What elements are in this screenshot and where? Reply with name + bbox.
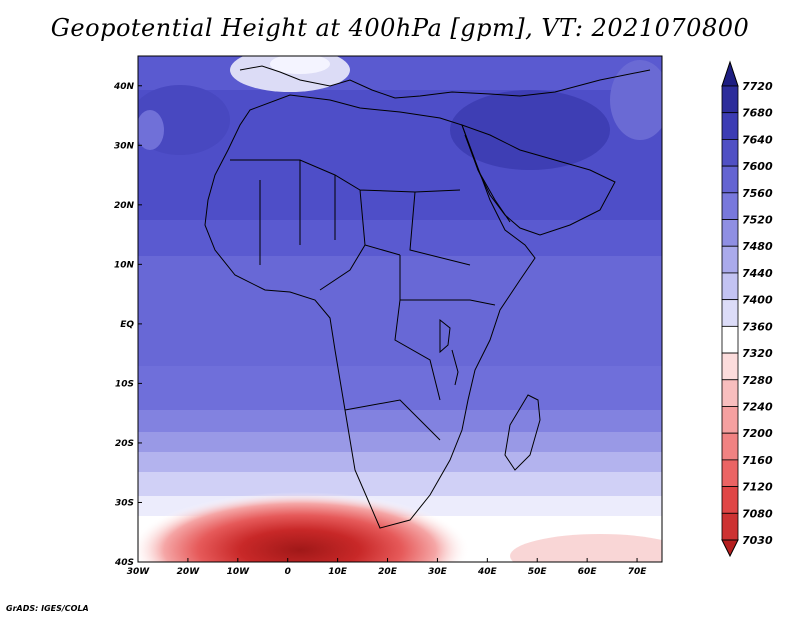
colorbar-segment	[721, 85, 739, 114]
lon-tick-label: 10E	[328, 567, 348, 577]
lon-tick-label: 50E	[528, 567, 548, 577]
colorbar-segment	[721, 112, 739, 140]
grads-credit: GrADS: IGES/COLA	[6, 604, 89, 613]
colorbar-label: 7320	[742, 347, 773, 360]
colorbar-segment	[721, 379, 739, 407]
colorbar-label: 7360	[742, 320, 773, 333]
lat-tick-label: 30N	[114, 141, 135, 151]
lat-tick-label: EQ	[120, 320, 134, 330]
colorbar-label: 7280	[742, 374, 773, 387]
colorbar-segment	[721, 512, 739, 541]
colorbar-label: 7640	[742, 133, 773, 146]
colorbar-label: 7680	[742, 107, 773, 120]
lon-tick-label: 60E	[578, 567, 598, 577]
lat-tick-label: 40S	[114, 558, 134, 568]
colorbar-segment	[721, 486, 739, 514]
colorbar-label: 7030	[742, 534, 773, 547]
europe-coastline	[239, 65, 651, 99]
colorbar-label: 7400	[742, 294, 773, 307]
axis-ticks: 30W 20W 10W 0 10E 20E 30E 40E 50E 60E 70E 40N 30N 20N…	[113, 82, 647, 577]
coastlines	[204, 65, 651, 529]
lat-tick-label: 30S	[115, 498, 134, 508]
lat-tick-label: 20N	[114, 201, 135, 211]
colorbar-segment	[721, 219, 739, 247]
colorbar-label: 7440	[742, 267, 773, 280]
lon-tick-label: 30E	[428, 567, 448, 577]
lon-tick-label: 20W	[177, 567, 201, 577]
colorbar-label: 7080	[742, 507, 773, 520]
colorbar-label: 7720	[742, 80, 773, 93]
colorbar-segment	[721, 459, 739, 487]
colorbar-label: 7600	[742, 160, 773, 173]
lat-tick-label: 20S	[115, 439, 134, 449]
colorbar-label: 7120	[742, 481, 773, 494]
height-field	[138, 56, 662, 562]
red-sea	[464, 134, 511, 223]
colorbar-label: 7240	[742, 400, 773, 413]
border-lines	[230, 159, 496, 441]
colorbar-segment	[721, 352, 739, 381]
lon-tick-label: 0	[285, 567, 291, 577]
lon-tick-label: 70E	[628, 567, 648, 577]
colorbar-segment	[721, 192, 739, 220]
colorbar-label: 7160	[742, 454, 773, 467]
lon-tick-label: 20E	[378, 567, 398, 577]
lat-tick-label: 40N	[113, 82, 135, 92]
colorbar-segment	[721, 245, 739, 274]
lat-tick-label: 10N	[114, 260, 135, 270]
lon-tick-label: 10W	[227, 567, 251, 577]
colorbar-min-triangle	[721, 539, 739, 558]
arabia-coastline	[461, 124, 616, 236]
colorbar-segment	[721, 299, 739, 327]
colorbar-segment	[721, 165, 739, 194]
lat-tick-label: 10S	[115, 379, 134, 389]
colorbar-segment	[721, 139, 739, 167]
colorbar-segment	[721, 272, 739, 301]
lon-tick-label: 30W	[127, 567, 151, 577]
colorbar-segment	[721, 406, 739, 434]
madagascar-coastline	[504, 394, 541, 471]
colorbar-label: 7560	[742, 187, 773, 200]
colorbar-max-triangle	[721, 60, 739, 87]
map-frame	[137, 55, 663, 563]
colorbar-segment	[721, 325, 739, 354]
lon-tick-label: 40E	[477, 567, 498, 577]
colorbar-label: 7480	[742, 240, 773, 253]
chart-title: Geopotential Height at 400hPa [gpm], VT:…	[50, 14, 750, 42]
colorbar-label: 7520	[742, 214, 773, 227]
colorbar-segment	[721, 432, 739, 461]
lakes	[439, 318, 459, 386]
colorbar: 7030 7080 7120 7160 7200 7240 7280 7320 7360 7400…	[721, 60, 773, 558]
colorbar-label: 7200	[742, 427, 773, 440]
